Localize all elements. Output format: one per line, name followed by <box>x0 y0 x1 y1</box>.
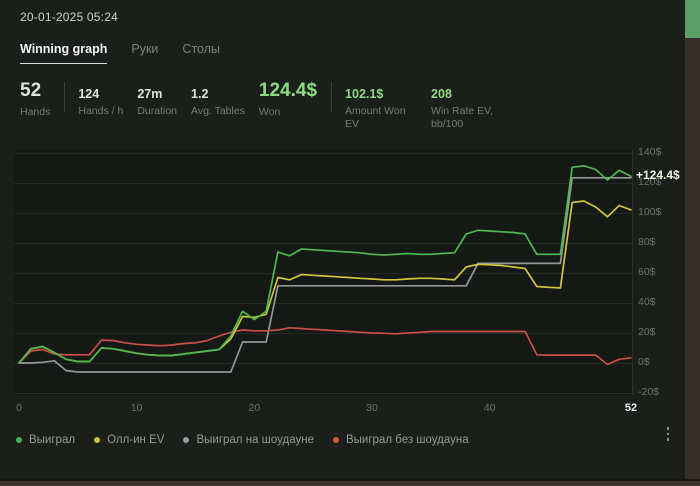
window-bottom-edge <box>0 479 700 486</box>
legend-dot-icon <box>16 437 22 443</box>
y-axis-tick: 120$ <box>638 176 662 188</box>
stat-label: Won <box>258 105 281 118</box>
legend-item-2[interactable]: Выиграл на шоудауне <box>183 434 314 446</box>
stat-value: 124 <box>78 87 100 101</box>
legend-dot-icon <box>183 437 190 443</box>
x-axis-tick: 10 <box>130 402 143 414</box>
winning-graph-panel: 140$ 120$ 100$ 80$ 60$ 40$ 20$ 0$ -20$ 0 10 20 30 40… <box>14 146 682 414</box>
legend-item-0[interactable]: Выиграл <box>16 434 75 446</box>
tab-2[interactable]: Столы <box>182 42 220 56</box>
stat-label: Hands <box>20 105 51 118</box>
stat-label: Amount Won EV <box>345 104 406 130</box>
chart-plot <box>14 150 633 395</box>
background-green-accent <box>685 0 700 38</box>
tab-1[interactable]: Руки <box>131 42 159 56</box>
stat-1: 124 Hands / h <box>78 80 123 118</box>
stat-value: 52 <box>20 80 42 101</box>
stat-label: Win Rate EV, bb/100 <box>431 104 494 130</box>
series-line-0 <box>18 176 632 373</box>
stat-divider <box>64 82 66 112</box>
background-right-strip <box>685 0 700 486</box>
tab-0[interactable]: Winning graph <box>20 42 108 64</box>
y-axis-tick: 60$ <box>638 266 656 278</box>
stat-value: 124.4$ <box>258 80 318 101</box>
x-axis-tick: 30 <box>366 402 378 414</box>
stat-6: 208 Win Rate EV, bb/100 <box>431 80 515 131</box>
stat-value: 208 <box>431 87 452 101</box>
stat-2: 27m Duration <box>137 80 177 118</box>
stat-value: 1.2 <box>191 87 209 101</box>
legend-label: Выиграл на шоудауне <box>196 434 314 446</box>
stat-label: Hands / h <box>78 104 124 117</box>
stat-divider <box>331 82 333 112</box>
stat-value: 27m <box>137 87 163 101</box>
series-line-1 <box>18 326 632 366</box>
legend-item-1[interactable]: Олл-ин EV <box>94 434 164 446</box>
stat-0: 52 Hands <box>20 80 50 119</box>
legend-label: Олл-ин EV <box>107 434 165 446</box>
legend-dot-icon <box>94 437 101 443</box>
y-axis-tick: 140$ <box>638 146 662 158</box>
final-result-label: +124.4$ <box>636 168 680 183</box>
stats-row: 52 Hands 124 Hands / h 27m Duration 1.2 Avg. Ta… <box>20 80 529 131</box>
session-datetime: 20-01-2025 05:24 <box>20 10 118 24</box>
stat-3: 1.2 Avg. Tables <box>191 80 245 118</box>
stat-5: 102.1$ Amount Won EV <box>345 80 417 131</box>
x-axis-tick: 52 <box>624 402 638 414</box>
stat-label: Duration <box>137 104 178 117</box>
y-axis-tick: 40$ <box>638 296 656 308</box>
series-line-2 <box>18 200 632 364</box>
y-axis-tick: 80$ <box>638 236 656 248</box>
stat-value: 102.1$ <box>345 87 384 101</box>
chart-legend: Выиграл Олл-ин EV Выиграл на шоудауне Выигр… <box>16 434 469 446</box>
legend-label: Выиграл без шоудауна <box>345 434 469 446</box>
legend-label: Выиграл <box>29 434 76 446</box>
series-line-3 <box>18 164 632 364</box>
x-axis-tick: 20 <box>248 402 261 414</box>
y-axis-tick: 0$ <box>638 356 650 368</box>
tab-bar: Winning graph Руки Столы <box>20 42 220 64</box>
legend-item-3[interactable]: Выиграл без шоудауна <box>332 434 469 446</box>
y-axis-tick: -20$ <box>638 386 660 398</box>
stat-label: Avg. Tables <box>191 104 245 117</box>
chart-options-menu-icon[interactable] <box>660 424 676 444</box>
y-axis-tick: 100$ <box>638 206 662 218</box>
x-axis-tick: 0 <box>16 402 22 414</box>
x-axis-tick: 40 <box>483 402 496 414</box>
legend-dot-icon <box>332 437 339 443</box>
y-axis-tick: 20$ <box>638 326 656 338</box>
stat-4: 124.4$ Won <box>259 80 317 119</box>
